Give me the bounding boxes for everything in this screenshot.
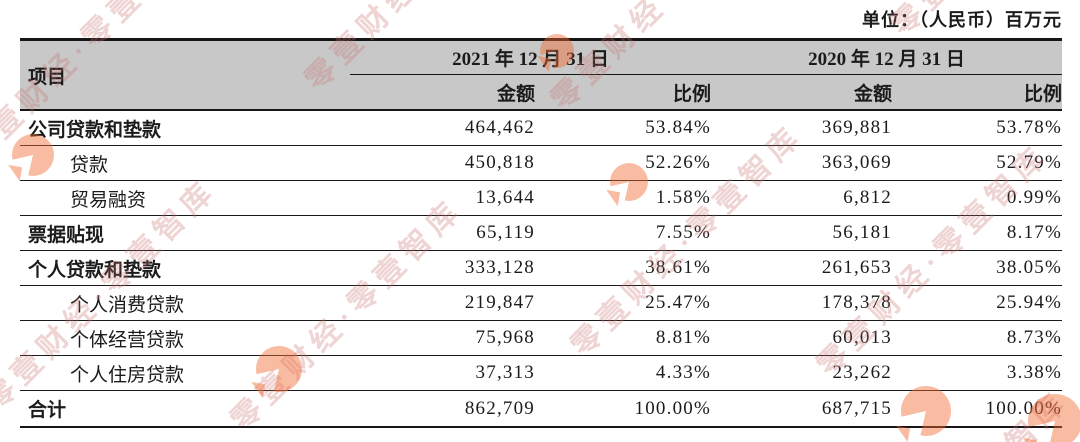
ratio-2020-cell: 8.73%: [1006, 327, 1062, 348]
date-group-row: 2021 年 12 月 31 日 2020 年 12 月 31 日: [350, 41, 1062, 75]
ratio-2020-cell: 52.79%: [996, 152, 1062, 173]
row-label-cell: 个人贷款和垫款: [28, 259, 162, 281]
subheader-row: 金额 比例 金额 比例: [350, 75, 1062, 109]
ratio-2021-cell: 25.47%: [645, 292, 711, 313]
amount-2020-cell: 6,812: [843, 187, 892, 208]
ratio-2021-cell: 100.00%: [634, 397, 711, 419]
amount-2021-cell: 65,119: [476, 222, 535, 243]
table-row: 贸易融资 13,644 1.58% 6,812 0.99%: [20, 181, 1062, 216]
row-label-cell: 贸易融资: [70, 189, 147, 211]
row-label-cell: 个体经营贷款: [70, 329, 185, 351]
amount-2020-header: 金额: [853, 83, 892, 105]
table-row: 票据贴现 65,119 7.55% 56,181 8.17%: [20, 216, 1062, 251]
table-row: 个人消费贷款 219,847 25.47% 178,378 25.94%: [20, 286, 1062, 321]
amount-2021-header: 金额: [496, 83, 535, 105]
amount-2021-cell: 450,818: [464, 152, 535, 173]
row-label-cell: 个人消费贷款: [70, 294, 185, 316]
table-row: 个人贷款和垫款 333,128 38.61% 261,653 38.05%: [20, 251, 1062, 286]
ratio-2021-cell: 1.58%: [655, 187, 711, 208]
date-header-2020: 2020 年 12 月 31 日: [808, 49, 965, 70]
ratio-2021-cell: 4.33%: [655, 362, 711, 383]
amount-2021-cell: 464,462: [464, 117, 535, 138]
ratio-2020-cell: 3.38%: [1006, 362, 1062, 383]
ratio-2021-cell: 7.55%: [655, 222, 711, 243]
ratio-2020-cell: 8.17%: [1006, 222, 1062, 243]
ratio-2020-header: 比例: [1023, 83, 1062, 105]
ratio-2021-header: 比例: [672, 83, 711, 105]
loans-table: 项目 2021 年 12 月 31 日 2020 年 12 月 31 日 金额 …: [20, 38, 1062, 428]
unit-label: 单位：（人民币）百万元: [862, 10, 1062, 30]
amount-2020-cell: 363,069: [821, 152, 892, 173]
amount-2020-cell: 178,378: [821, 292, 892, 313]
ratio-2021-cell: 53.84%: [645, 117, 711, 138]
row-label-cell: 票据贴现: [28, 224, 105, 246]
amount-2021-cell: 333,128: [464, 257, 535, 278]
row-label-cell: 个人住房贷款: [70, 364, 185, 386]
watermark-text: 零壹财经·零壹智库: [1071, 398, 1080, 442]
ratio-2020-cell: 53.78%: [996, 117, 1062, 138]
amount-2021-cell: 75,968: [475, 327, 535, 348]
amount-2021-cell: 37,313: [475, 362, 535, 383]
table-row: 贷款 450,818 52.26% 363,069 52.79%: [20, 146, 1062, 181]
ratio-2020-cell: 38.05%: [996, 257, 1062, 278]
table-row: 公司贷款和垫款 464,462 53.84% 369,881 53.78%: [20, 111, 1062, 146]
header-right-block: 2021 年 12 月 31 日 2020 年 12 月 31 日 金额 比例 …: [350, 41, 1062, 109]
amount-2020-cell: 261,653: [821, 257, 892, 278]
amount-2020-cell: 60,013: [832, 327, 892, 348]
ratio-2021-cell: 8.81%: [655, 327, 711, 348]
amount-2020-cell: 687,715: [821, 397, 892, 419]
ratio-2020-cell: 0.99%: [1006, 187, 1062, 208]
table-row: 个体经营贷款 75,968 8.81% 60,013 8.73%: [20, 321, 1062, 356]
ratio-2021-cell: 38.61%: [645, 257, 711, 278]
table-row: 合计 862,709 100.00% 687,715 100.00%: [20, 391, 1062, 426]
table-row: 个人住房贷款 37,313 4.33% 23,262 3.38%: [20, 356, 1062, 391]
watermark-text: 零壹财经·零壹智库: [238, 432, 490, 442]
ratio-2020-cell: 100.00%: [985, 397, 1062, 419]
amount-2021-cell: 219,847: [464, 292, 535, 313]
row-label-cell: 合计: [28, 400, 67, 421]
ratio-2021-cell: 52.26%: [645, 152, 711, 173]
date-header-2021: 2021 年 12 月 31 日: [452, 49, 609, 70]
table-body: 公司贷款和垫款 464,462 53.84% 369,881 53.78% 贷款…: [20, 111, 1062, 426]
row-label-cell: 公司贷款和垫款: [28, 119, 162, 141]
amount-2021-cell: 862,709: [464, 397, 535, 419]
item-column-header: 项目: [28, 66, 67, 88]
amount-2020-cell: 56,181: [832, 222, 892, 243]
table-header: 项目 2021 年 12 月 31 日 2020 年 12 月 31 日 金额 …: [20, 41, 1062, 111]
amount-2020-cell: 23,262: [832, 362, 892, 383]
amount-2021-cell: 13,644: [475, 187, 535, 208]
amount-2020-cell: 369,881: [821, 117, 892, 138]
row-label-cell: 贷款: [70, 154, 109, 176]
ratio-2020-cell: 25.94%: [996, 292, 1062, 313]
